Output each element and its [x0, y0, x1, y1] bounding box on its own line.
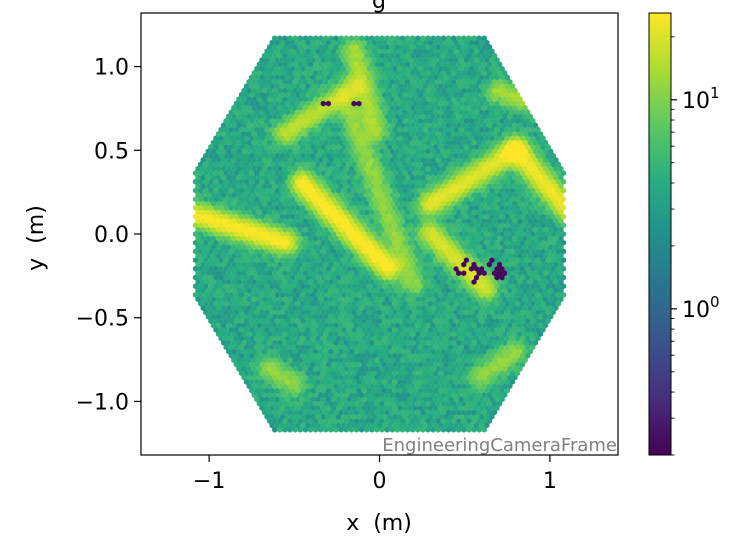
chart-title: g — [372, 0, 386, 14]
camera-pixels — [193, 35, 566, 433]
